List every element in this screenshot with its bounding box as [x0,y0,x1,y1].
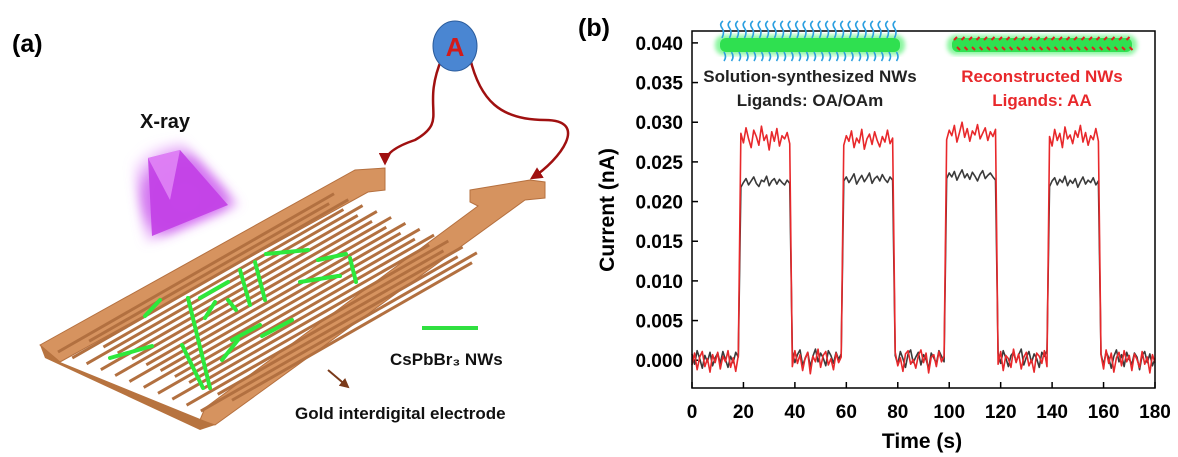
y-tick-label: 0.020 [635,193,683,214]
panel-a: (a) X-ray A CsPbBr₃ NWs Gold interdigita… [12,21,568,430]
legend-label: Reconstructed NWs [961,67,1123,86]
y-tick-label: 0.035 [635,74,683,95]
x-tick-label: 160 [1088,402,1120,423]
x-tick-label: 100 [933,402,965,423]
y-tick-label: 0.025 [635,153,683,174]
wire [385,58,442,163]
panel-label: (b) [578,14,610,42]
y-tick-label: 0.040 [635,34,683,55]
panel-b: (b) Time (s) Current (nA) 0.000 0.005 0.01… [578,14,1171,453]
meter-label: A [446,32,465,62]
y-tick-label: 0.000 [635,351,683,372]
x-tick-label: 20 [733,402,754,423]
source-label: X-ray [140,111,191,133]
y-tick-label: 0.015 [635,232,683,253]
x-tick-label: 140 [1036,402,1068,423]
annotation: Ligands: OA/OAm [737,91,883,110]
y-axis-label: Current (nA) [596,148,619,272]
legend-nanowire [720,38,900,52]
y-tick-label: 0.010 [635,272,683,293]
pointer [328,370,348,387]
annotation: Ligands: AA [992,91,1091,110]
figure: (a) X-ray A CsPbBr₃ NWs Gold interdigita… [0,0,1178,457]
x-tick-label: 120 [985,402,1017,423]
legend-label: Solution-synthesized NWs [703,67,916,86]
y-tick-label: 0.030 [635,113,683,134]
nanowire-label: CsPbBr₃ NWs [390,350,503,369]
x-tick-label: 60 [836,402,857,423]
y-tick-label: 0.005 [635,312,683,333]
x-axis-label: Time (s) [882,430,962,453]
data-line [692,170,1155,370]
x-tick-label: 0 [687,402,698,423]
x-tick-label: 180 [1139,402,1171,423]
panel-label: (a) [12,30,43,58]
x-tick-label: 40 [784,402,805,423]
x-tick-label: 80 [887,402,908,423]
electrode-label: Gold interdigital electrode [295,404,506,423]
data-line [692,122,1155,373]
wire [470,58,568,178]
